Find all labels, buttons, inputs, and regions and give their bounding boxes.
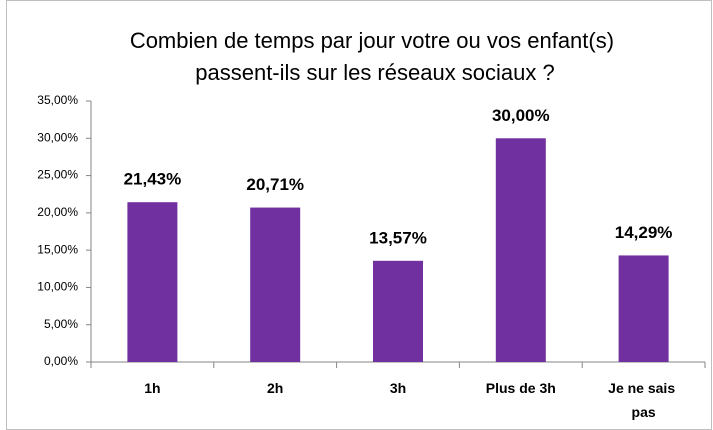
x-tick-label: 1h xyxy=(144,380,160,396)
y-tick-label: 5,00% xyxy=(44,317,78,331)
y-tick-label: 25,00% xyxy=(37,168,78,182)
value-label: 14,29% xyxy=(615,223,673,242)
y-tick-label: 35,00% xyxy=(37,93,78,107)
value-label: 21,43% xyxy=(124,170,182,189)
x-tick-label: 2h xyxy=(267,380,283,396)
bar xyxy=(373,260,423,362)
bar xyxy=(127,202,178,362)
x-tick-label: Plus de 3h xyxy=(486,380,556,396)
bar xyxy=(495,138,546,362)
bar xyxy=(250,207,301,362)
x-tick-label: 3h xyxy=(390,380,406,396)
bar xyxy=(618,255,669,362)
y-tick-label: 20,00% xyxy=(37,205,78,219)
y-tick-label: 0,00% xyxy=(44,354,78,368)
value-label: 13,57% xyxy=(369,228,427,247)
chart-frame xyxy=(6,0,712,430)
y-tick-label: 30,00% xyxy=(37,130,78,144)
x-tick-label: Je ne sais pas xyxy=(608,380,679,420)
chart-title: Combien de temps par jour votre ou vos e… xyxy=(130,28,620,85)
y-tick-label: 10,00% xyxy=(37,280,78,294)
value-label: 20,71% xyxy=(246,175,304,194)
y-tick-label: 15,00% xyxy=(37,242,78,256)
value-label: 30,00% xyxy=(492,106,550,125)
